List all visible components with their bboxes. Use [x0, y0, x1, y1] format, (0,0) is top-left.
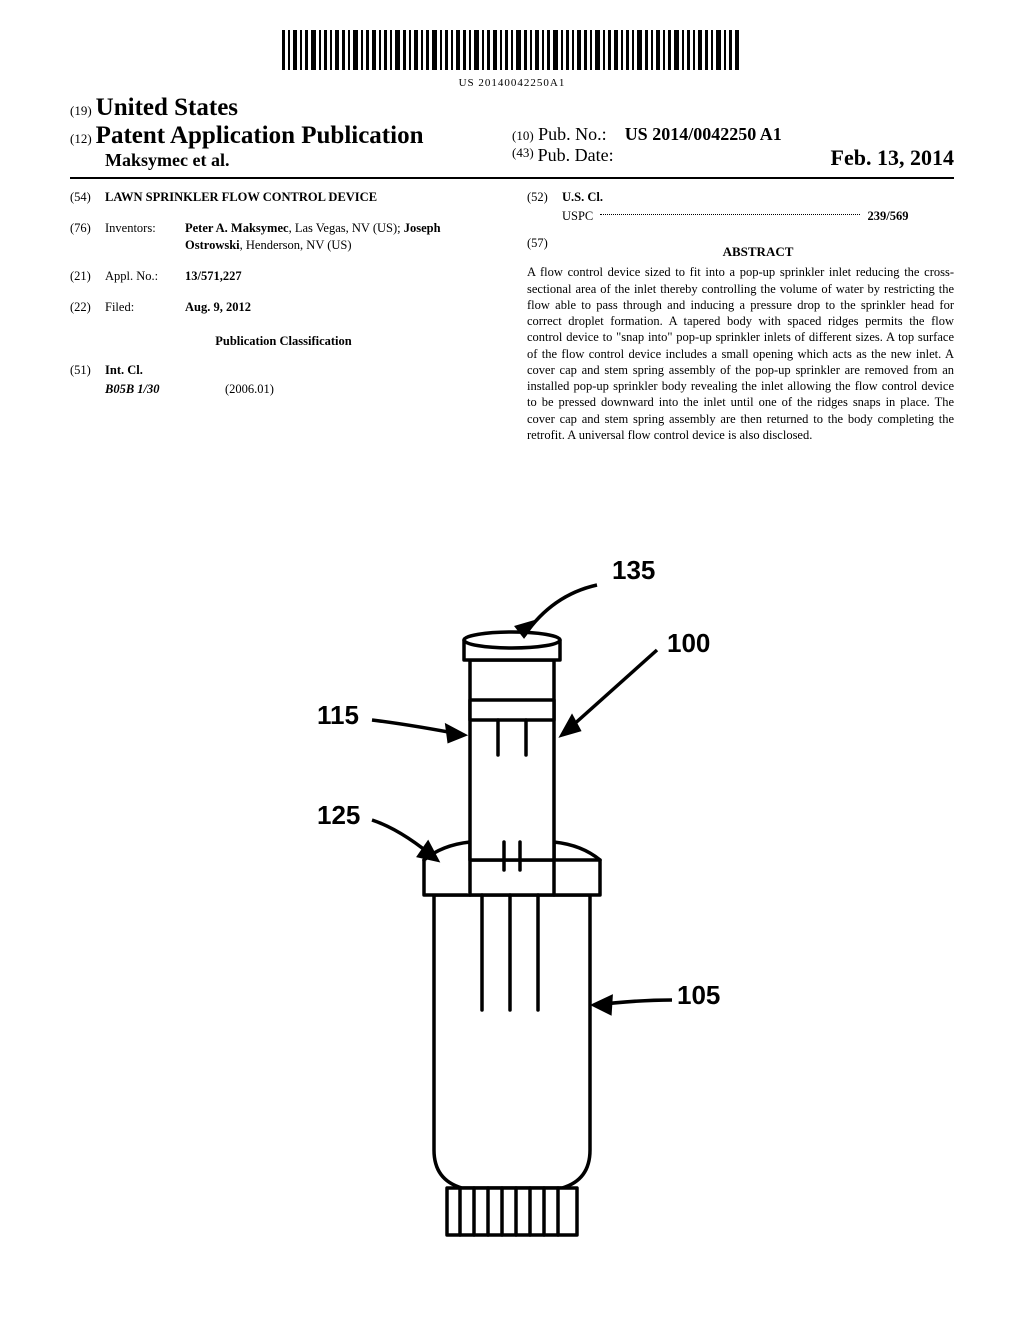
inventor-1-name: Peter A. Maksymec: [185, 221, 289, 235]
code-10: (10): [512, 128, 534, 143]
barcode-block: US 20140042250A1: [70, 30, 954, 89]
code-54: (54): [70, 189, 105, 206]
code-21: (21): [70, 268, 105, 285]
uspc-row: USPC 239/569: [562, 208, 954, 225]
field-76: (76) Inventors: Peter A. Maksymec, Las V…: [70, 220, 497, 254]
fig-label-125: 125: [317, 800, 360, 831]
invention-title: LAWN SPRINKLER FLOW CONTROL DEVICE: [105, 189, 497, 206]
abstract-heading: ABSTRACT: [562, 243, 954, 261]
field-52: (52) U.S. Cl.: [527, 189, 954, 206]
header-left: (19) United States (12) Patent Applicati…: [70, 94, 512, 171]
fig-label-135: 135: [612, 555, 655, 586]
code-52: (52): [527, 189, 562, 206]
classification-heading: Publication Classification: [70, 333, 497, 350]
code-19: (19): [70, 103, 92, 118]
intcl-label: Int. Cl.: [105, 362, 497, 379]
publication-type: Patent Application Publication: [96, 122, 424, 149]
applno-label: Appl. No.:: [105, 268, 185, 285]
code-12: (12): [70, 131, 92, 146]
field-21: (21) Appl. No.: 13/571,227: [70, 268, 497, 285]
intcl-block: B05B 1/30 (2006.01): [105, 381, 497, 398]
header-right: (10) Pub. No.: US 2014/0042250 A1 (43) P…: [512, 124, 954, 171]
code-51: (51): [70, 362, 105, 379]
inventor-2-loc: , Henderson, NV (US): [240, 238, 352, 252]
fig-label-115: 115: [317, 700, 359, 731]
intcl-edition: (2006.01): [225, 381, 274, 398]
inventor-1-loc: , Las Vegas, NV (US);: [289, 221, 404, 235]
uscl-label: U.S. Cl.: [562, 189, 954, 206]
inventors-value: Peter A. Maksymec, Las Vegas, NV (US); J…: [185, 220, 497, 254]
right-column: (52) U.S. Cl. USPC 239/569 (57) ABSTRACT…: [527, 189, 954, 443]
filed-value: Aug. 9, 2012: [185, 299, 497, 316]
code-43: (43): [512, 145, 534, 161]
authors: Maksymec et al.: [105, 150, 512, 171]
pubno-label: Pub. No.:: [538, 124, 607, 144]
leader-dots: [600, 214, 860, 215]
code-57: (57): [527, 235, 562, 265]
barcode-doc-number: US 20140042250A1: [70, 77, 954, 89]
pubdate-label: Pub. Date:: [538, 145, 614, 166]
pubno: US 2014/0042250 A1: [625, 124, 782, 144]
intcl-code: B05B 1/30: [105, 381, 225, 398]
fig-label-100: 100: [667, 628, 710, 659]
patent-figure: 135 100 115 125 105: [242, 540, 782, 1270]
uspc-scheme: USPC: [562, 209, 593, 223]
code-76: (76): [70, 220, 105, 254]
abstract-text: A flow control device sized to fit into …: [527, 264, 954, 443]
left-column: (54) LAWN SPRINKLER FLOW CONTROL DEVICE …: [70, 189, 497, 443]
filed-label: Filed:: [105, 299, 185, 316]
field-51: (51) Int. Cl.: [70, 362, 497, 379]
field-22: (22) Filed: Aug. 9, 2012: [70, 299, 497, 316]
biblio-columns: (54) LAWN SPRINKLER FLOW CONTROL DEVICE …: [70, 189, 954, 443]
country: United States: [96, 94, 238, 121]
barcode-graphic: [282, 30, 742, 75]
pubdate: Feb. 13, 2014: [831, 145, 954, 170]
applno-value: 13/571,227: [185, 268, 497, 285]
code-22: (22): [70, 299, 105, 316]
inventors-label: Inventors:: [105, 220, 185, 254]
field-57: (57) ABSTRACT: [527, 235, 954, 265]
fig-label-105: 105: [677, 980, 720, 1011]
header: (19) United States (12) Patent Applicati…: [70, 94, 954, 179]
field-54: (54) LAWN SPRINKLER FLOW CONTROL DEVICE: [70, 189, 497, 206]
uspc-value: 239/569: [868, 209, 909, 223]
